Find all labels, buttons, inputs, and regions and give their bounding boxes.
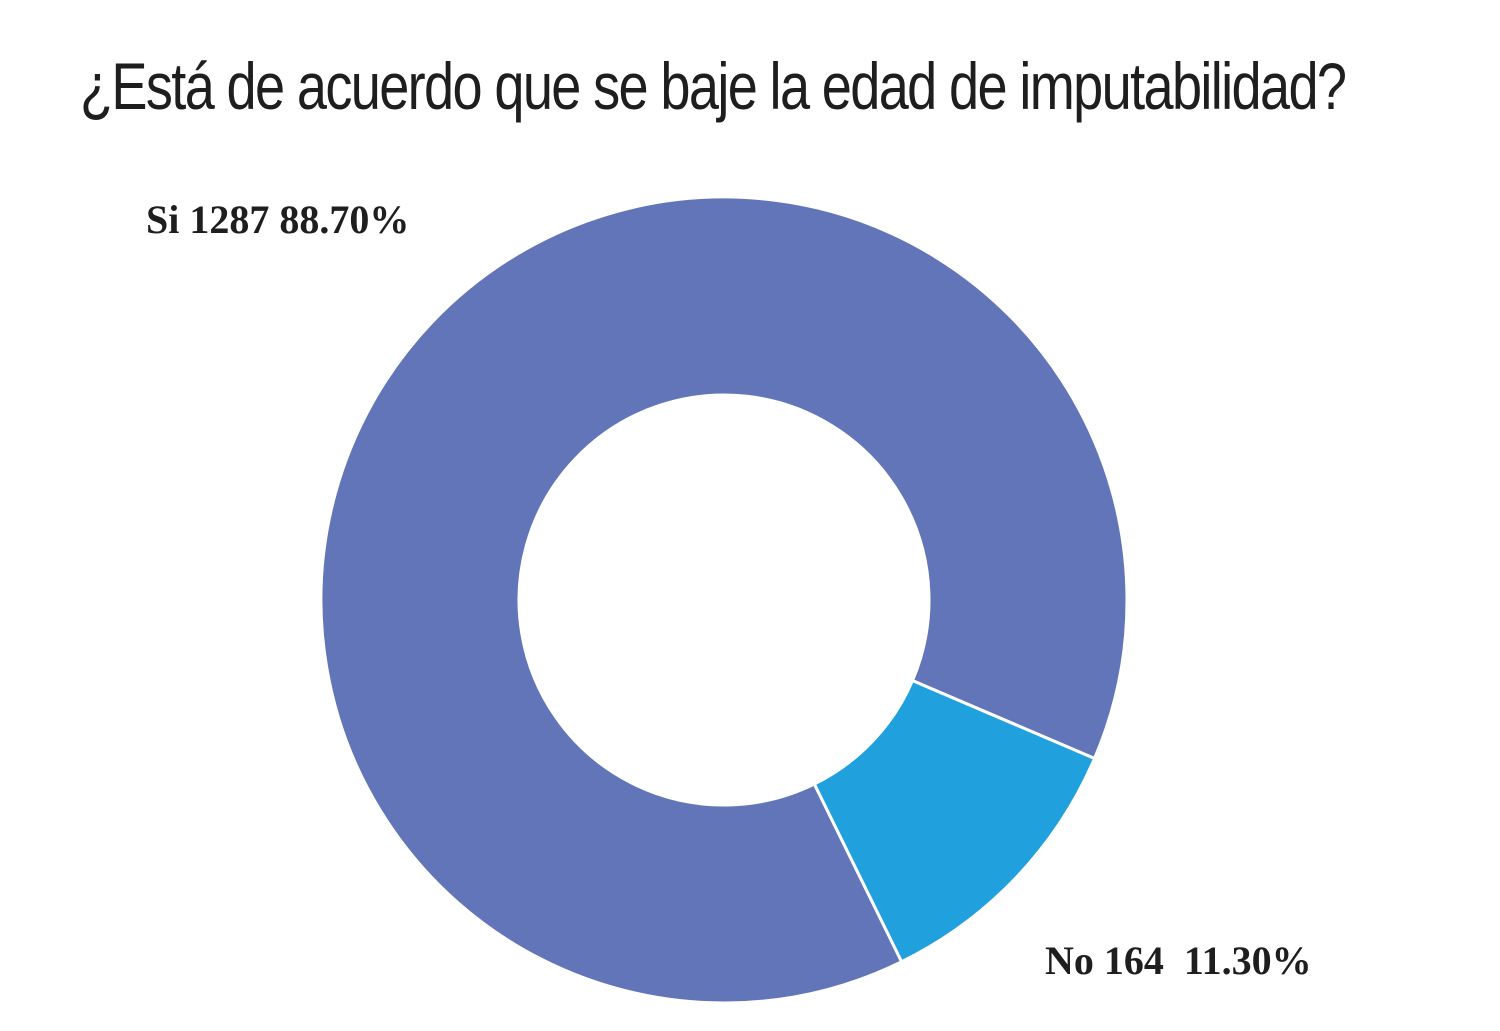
- data-label-si: Si 1287 88.70%: [146, 197, 410, 242]
- donut-slice-no: [812, 678, 1097, 964]
- donut-slice-si: [319, 195, 1129, 1005]
- chart-title: ¿Está de acuerdo que se baje la edad de …: [80, 49, 1347, 123]
- data-label-no: No 164 11.30%: [1045, 938, 1312, 983]
